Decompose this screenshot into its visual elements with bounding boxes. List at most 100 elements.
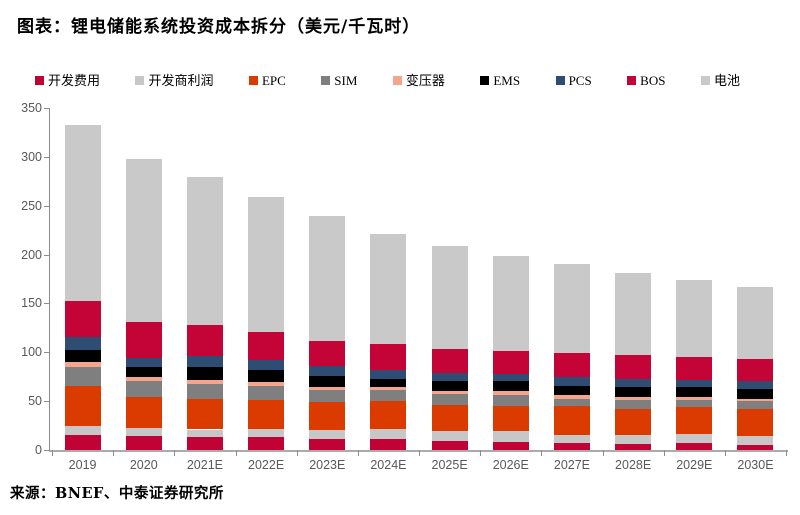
bar-segment-PCS [125,358,162,367]
bar-segment-电池 [64,124,101,301]
bar-segment-开发商利润 [370,429,407,440]
bar-segment-BOS [186,324,223,357]
bar-segment-PCS [309,365,346,376]
bar-segment-变压器 [248,381,285,386]
bar-segment-变压器 [615,397,652,401]
legend-item-变压器: 变压器 [392,72,445,88]
bar-segment-EMS [309,375,346,387]
y-axis-tick [44,450,50,451]
bar-segment-开发费用 [248,437,285,450]
bar-column-2022E [236,108,297,450]
bar-column-2023E [297,108,358,450]
bar-segment-PCS [737,380,774,390]
y-axis-tick [44,108,50,109]
legend-item-SIM: SIM [321,74,357,87]
x-axis-tick [664,450,665,456]
bar-segment-EMS [431,380,468,392]
legend-label: BOS [640,72,666,88]
bar-segment-电池 [492,255,529,352]
bar-segment-SIM [676,400,713,408]
bar-column-2028E [603,108,664,450]
bar-segment-变压器 [553,395,590,400]
legend-swatch-icon [392,75,402,85]
legend-item-PCS: PCS [555,72,592,88]
y-axis-tick-label: 350 [21,101,42,115]
legend-label: SIM [334,72,358,88]
bar-segment-SIM [248,385,285,401]
bar-segment-开发费用 [737,445,774,450]
bar-segment-EMS [492,380,529,392]
bar-segment-BOS [431,349,468,373]
bar-segment-开发商利润 [553,435,590,444]
x-axis-tick-label: 2027E [553,458,591,472]
legend-item-EMS: EMS [480,74,520,87]
bar-segment-电池 [309,215,346,341]
bar-segment-变压器 [309,386,346,391]
x-axis-tick-label: 2020 [129,458,158,472]
bar-segment-电池 [370,234,407,344]
x-axis-tick [786,450,787,456]
bar-segment-电池 [248,196,285,332]
legend-swatch-icon [321,75,331,85]
bar-segment-PCS [248,360,285,370]
bar-segment-SIM [553,399,590,407]
x-axis-tick [480,450,481,456]
bar-segment-开发费用 [64,435,101,450]
x-axis-tick-label: 2029E [676,458,713,472]
legend-label: 电池 [713,72,740,88]
legend-label: EPC [261,72,286,88]
bar-segment-EPC [64,385,101,426]
bar-segment-SIM [431,394,468,406]
x-axis-tick-label: 2021E [186,458,223,472]
bar-segment-开发商利润 [431,431,468,442]
x-axis-tick [419,450,420,456]
bar-segment-BOS [64,300,101,337]
bar-segment-PCS [553,376,590,386]
bar-column-2029E [664,108,725,450]
bar-segment-PCS [676,379,713,388]
bar-segment-EMS [248,369,285,382]
bar-segment-EPC [309,402,346,431]
bar-column-2021E [174,108,235,450]
y-axis-line [49,108,50,451]
legend-swatch-icon [627,75,637,85]
bar-segment-SIM [125,380,162,398]
bar-segment-变压器 [492,391,529,396]
legend-swatch-icon [700,75,710,85]
legend-label: 变压器 [405,72,445,88]
y-axis-tick [44,303,50,304]
x-axis-line [49,450,788,452]
bar-segment-电池 [676,279,713,358]
legend-swatch-icon [248,75,258,85]
bar-segment-开发商利润 [492,431,529,443]
legend-label: PCS [568,72,592,88]
x-axis-tick [297,450,298,456]
bar-segment-EMS [64,350,101,363]
x-axis-tick-label: 2028E [615,458,652,472]
y-axis-tick [44,157,50,158]
bar-segment-开发商利润 [64,425,101,436]
y-axis-tick-label: 250 [21,199,42,213]
bar-segment-电池 [615,273,652,356]
bar-segment-EPC [492,406,529,432]
bar-segment-电池 [737,286,774,360]
bar-segment-PCS [615,378,652,388]
y-axis-tick [44,255,50,256]
plot-area [52,108,786,450]
y-axis-tick-label: 300 [21,150,42,164]
bar-segment-BOS [553,353,590,377]
bar-segment-开发费用 [553,443,590,450]
bar-segment-开发商利润 [186,429,223,438]
y-axis-tick [44,352,50,353]
bar-segment-开发商利润 [125,427,162,437]
bar-segment-电池 [553,264,590,354]
bar-segment-变压器 [186,379,223,384]
bar-column-2019 [52,108,113,450]
x-axis-tick-label: 2023E [309,458,346,472]
legend-item-电池: 电池 [700,72,740,88]
legend-swatch-icon [555,75,565,85]
x-axis-tick-label: 2024E [370,458,407,472]
bar-segment-开发商利润 [737,436,774,446]
bar-segment-电池 [125,158,162,322]
legend-swatch-icon [480,75,490,85]
